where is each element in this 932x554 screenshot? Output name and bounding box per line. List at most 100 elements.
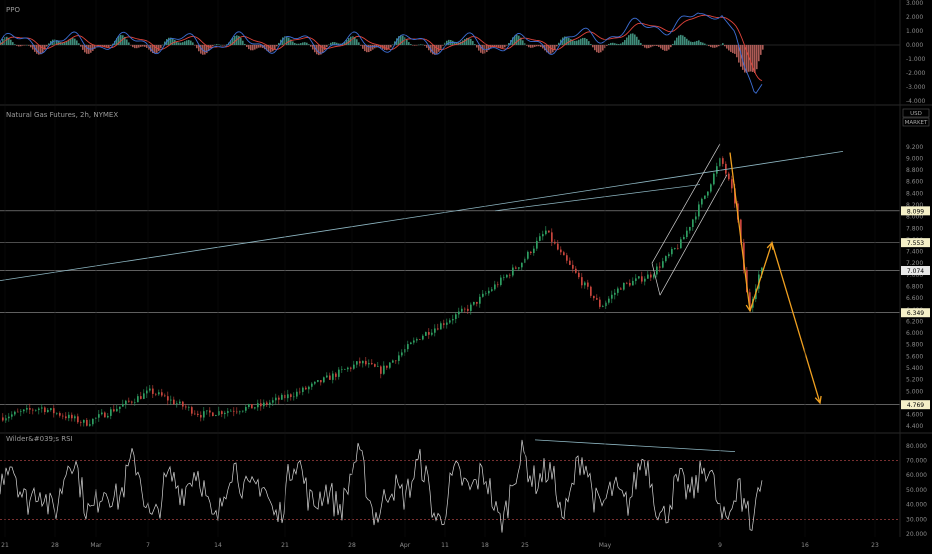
candle-body xyxy=(371,363,373,365)
ppo-histogram-bar xyxy=(496,44,498,47)
x-tick-label: 25 xyxy=(521,542,529,549)
ppo-histogram-bar xyxy=(232,37,234,45)
candle-body xyxy=(656,266,658,275)
ppo-tick-label: -2.000 xyxy=(906,70,926,77)
ppo-histogram-bar xyxy=(364,44,366,52)
ppo-histogram-bar xyxy=(680,34,682,45)
candle-body xyxy=(731,179,733,189)
ppo-histogram-bar xyxy=(226,44,228,45)
candle-body xyxy=(728,173,730,180)
ppo-histogram-bar xyxy=(388,44,390,50)
candle-body xyxy=(56,413,58,414)
ppo-histogram-bar xyxy=(670,44,672,48)
candle-body xyxy=(155,393,157,395)
ppo-histogram-bar xyxy=(486,44,488,53)
ppo-histogram-bar xyxy=(406,39,408,45)
candle-body xyxy=(5,418,7,421)
candle-body xyxy=(710,184,712,192)
ppo-histogram-bar xyxy=(744,44,746,73)
ppo-histogram-bar xyxy=(732,44,734,54)
ppo-histogram-bar xyxy=(652,44,654,47)
ppo-histogram-bar xyxy=(10,39,12,45)
ppo-histogram-bar xyxy=(182,42,184,45)
ppo-histogram-bar xyxy=(28,44,30,46)
ppo-histogram-bar xyxy=(742,44,744,70)
ppo-histogram-bar xyxy=(352,36,354,45)
candle-body xyxy=(674,248,676,250)
ppo-histogram-bar xyxy=(432,44,434,55)
channel-edge xyxy=(651,263,661,296)
rsi-line xyxy=(0,439,763,533)
candle-body xyxy=(602,306,604,307)
candle-body xyxy=(131,401,133,403)
ppo-histogram-bar xyxy=(140,44,142,47)
ppo-histogram-bar xyxy=(320,44,322,55)
candle-body xyxy=(215,415,217,417)
rsi-tick-label: 50.000 xyxy=(906,487,927,494)
candle-body xyxy=(317,380,319,382)
candle-body xyxy=(509,274,511,276)
price-panel: 9.200 9.000 8.800 8.600 8.400 8.200 8.000 7.800… xyxy=(0,104,932,430)
ppo-histogram-bar xyxy=(494,44,496,47)
ppo-histogram-bar xyxy=(586,38,588,45)
ppo-histogram-bar xyxy=(148,44,150,50)
ppo-histogram-bar xyxy=(514,35,516,45)
ppo-histogram-bar xyxy=(568,37,570,45)
candle-body xyxy=(542,234,544,237)
ppo-histogram-bar xyxy=(504,44,506,48)
candle-body xyxy=(254,407,256,409)
ppo-histogram-bar xyxy=(582,37,584,45)
x-tick-label: 14 xyxy=(214,542,222,549)
price-tick-label: 8.600 xyxy=(906,179,923,186)
candle-body xyxy=(473,301,475,305)
candle-body xyxy=(308,386,310,390)
ppo-histogram-bar xyxy=(96,44,98,48)
candle-body xyxy=(341,369,343,371)
ppo-histogram-bar xyxy=(724,44,726,47)
price-tick-label: 8.400 xyxy=(906,190,923,197)
ppo-histogram-bar xyxy=(64,42,66,45)
price-tick-label: 6.600 xyxy=(906,295,923,302)
candle-body xyxy=(632,280,634,286)
candle-body xyxy=(275,397,277,401)
ppo-histogram-bar xyxy=(354,37,356,45)
candle-body xyxy=(107,415,109,418)
candle-body xyxy=(227,411,229,413)
ppo-histogram-bar xyxy=(746,44,748,73)
ppo-histogram-bar xyxy=(570,39,572,45)
ppo-histogram-bar xyxy=(440,44,442,49)
candle-body xyxy=(59,413,61,416)
candle-body xyxy=(617,288,619,293)
candle-body xyxy=(176,403,178,405)
candle-body xyxy=(761,267,763,275)
ppo-histogram-bar xyxy=(246,44,248,47)
candle-body xyxy=(626,282,628,284)
ppo-histogram-bar xyxy=(26,44,28,46)
ppo-histogram-bar xyxy=(92,44,94,51)
ppo-histogram-bar xyxy=(260,44,262,48)
candle-body xyxy=(590,286,592,296)
ppo-histogram-bar xyxy=(6,36,8,45)
ppo-histogram-bar xyxy=(378,44,380,48)
candle-body xyxy=(575,268,577,273)
candle-body xyxy=(20,411,22,412)
x-tick-label: 11 xyxy=(441,542,449,549)
ppo-histogram-bar xyxy=(738,44,740,63)
ppo-histogram-bar xyxy=(62,42,64,45)
ppo-histogram-bar xyxy=(106,44,108,48)
projection-arrowhead xyxy=(766,241,774,250)
ppo-histogram-bar xyxy=(596,44,598,53)
ppo-histogram-bar xyxy=(612,42,614,45)
ppo-histogram-bar xyxy=(474,44,476,45)
candle-body xyxy=(683,237,685,240)
price-tick-label: 7.400 xyxy=(906,249,923,256)
ppo-histogram-bar xyxy=(424,44,426,46)
ppo-histogram-bar xyxy=(208,44,210,51)
ppo-histogram-bar xyxy=(482,44,484,54)
candle-body xyxy=(497,284,499,286)
price-level-value: 7.074 xyxy=(907,268,924,275)
ppo-histogram-bar xyxy=(312,44,314,50)
ppo-histogram-bar xyxy=(116,38,118,45)
candle-body xyxy=(149,388,151,391)
